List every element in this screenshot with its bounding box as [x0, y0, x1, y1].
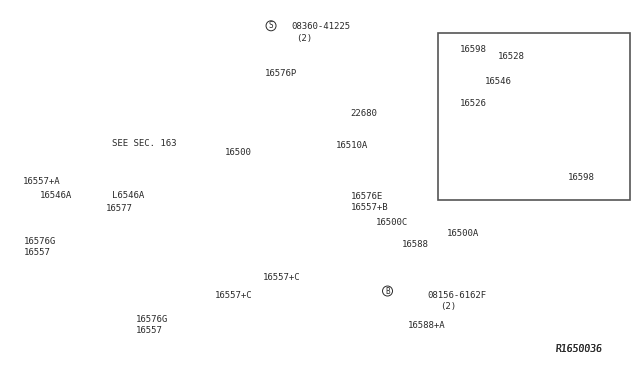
Text: 16500A: 16500A — [447, 229, 479, 238]
Text: 16576G: 16576G — [136, 315, 168, 324]
Text: 16557: 16557 — [136, 326, 163, 335]
Text: S: S — [269, 21, 273, 30]
Text: L6546A: L6546A — [112, 191, 144, 200]
Text: 16588: 16588 — [402, 240, 429, 249]
Text: 16526: 16526 — [460, 99, 486, 108]
Text: (2): (2) — [440, 302, 456, 311]
Text: 16557+A: 16557+A — [23, 177, 61, 186]
Text: 16546: 16546 — [485, 77, 512, 86]
Text: 16557+B: 16557+B — [351, 203, 388, 212]
Text: (2): (2) — [296, 34, 312, 43]
Text: 08360-41225: 08360-41225 — [291, 22, 350, 31]
Text: 16557+C: 16557+C — [214, 291, 252, 300]
Text: 16576E: 16576E — [351, 192, 383, 201]
Text: 16500C: 16500C — [376, 218, 408, 227]
Bar — [438, 33, 630, 200]
Text: 16576P: 16576P — [265, 69, 297, 78]
Text: R1650036: R1650036 — [556, 344, 602, 354]
Text: 16598: 16598 — [568, 173, 595, 182]
Text: 16557: 16557 — [24, 248, 51, 257]
Text: 16588+A: 16588+A — [408, 321, 446, 330]
Text: SEE SEC. 163: SEE SEC. 163 — [112, 139, 177, 148]
Text: 22680: 22680 — [351, 109, 378, 118]
Text: 16546A: 16546A — [40, 191, 72, 200]
Text: 16577: 16577 — [106, 204, 132, 213]
Text: 16500: 16500 — [225, 148, 252, 157]
Text: B: B — [385, 286, 390, 295]
Text: 08156-6162F: 08156-6162F — [428, 291, 486, 300]
Text: 16528: 16528 — [498, 52, 525, 61]
Text: 16598: 16598 — [460, 45, 486, 54]
Text: R1650036: R1650036 — [556, 344, 602, 354]
Text: 16557+C: 16557+C — [262, 273, 300, 282]
Text: 16576G: 16576G — [24, 237, 56, 246]
Text: 16510A: 16510A — [335, 141, 367, 150]
